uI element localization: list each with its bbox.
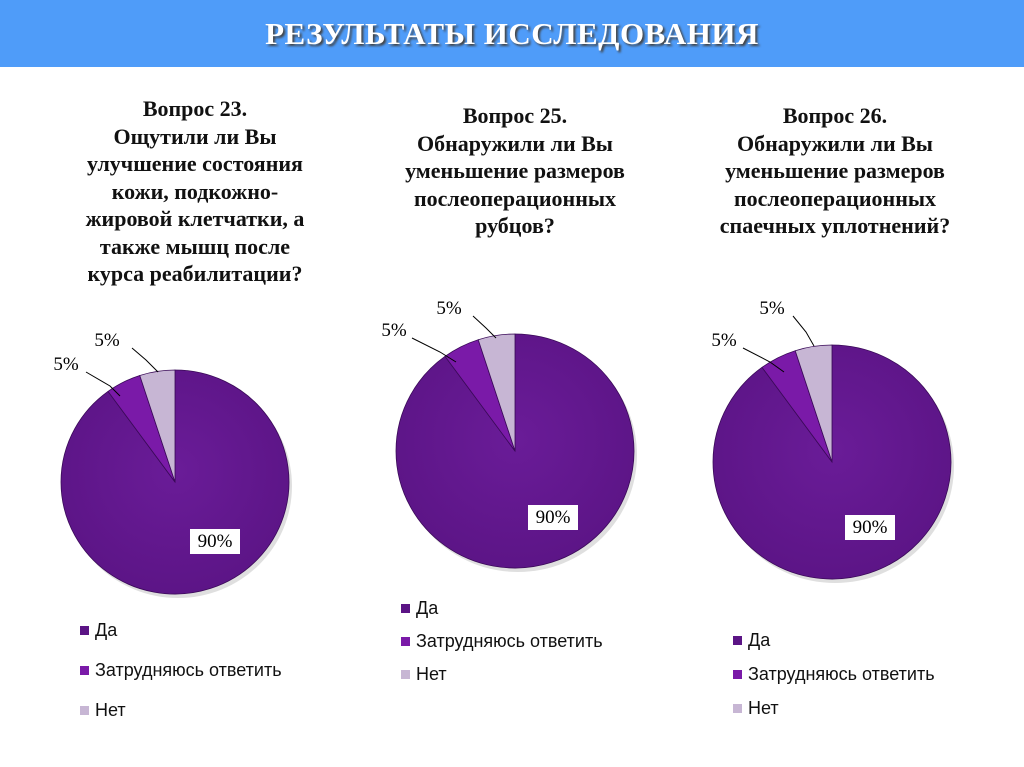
data-label-box xyxy=(845,515,895,540)
page-title: РЕЗУЛЬТАТЫ ИССЛЕДОВАНИЯ xyxy=(265,16,759,51)
legend-item: Нет xyxy=(401,664,447,685)
legend-label: Нет xyxy=(748,698,779,718)
chart-title-line: жировой клетчатки, а xyxy=(85,206,305,231)
data-label-unsure: 5% xyxy=(711,330,737,351)
leader-line-no xyxy=(472,315,497,339)
legend-item: Затрудняюсь ответить xyxy=(733,664,935,685)
legend-label: Да xyxy=(95,620,118,640)
slice-no xyxy=(794,344,833,463)
chart-title-line: также мышц после xyxy=(99,233,291,259)
legend-label: Затрудняюсь ответить xyxy=(416,631,603,651)
data-label-yes: 90% xyxy=(853,517,888,538)
data-label-no: 5% xyxy=(436,298,462,319)
legend-label: Затрудняюсь ответить xyxy=(748,664,935,684)
chart-title-line: Ощутили ли Вы xyxy=(113,123,277,149)
chart-title-line: уменьшение размеров xyxy=(725,158,945,183)
legend-swatch xyxy=(401,637,410,646)
legend-item: Нет xyxy=(80,700,126,721)
chart-title-line: Вопрос 23. xyxy=(142,96,248,121)
chart-title-line: Вопрос 26. xyxy=(782,103,888,128)
chart-title-line: послеоперационных xyxy=(413,185,617,211)
data-label-box xyxy=(190,529,240,554)
legend-swatch xyxy=(401,670,410,679)
legend-item: Затрудняюсь ответить xyxy=(80,660,282,681)
legend-swatch xyxy=(80,626,89,635)
chart-title-line: послеоперационных xyxy=(733,185,937,211)
data-label-no: 5% xyxy=(759,298,785,319)
legend-swatch xyxy=(733,704,742,713)
legend-swatch xyxy=(733,670,742,679)
legend-item: Да xyxy=(401,598,438,619)
chart-title-line: Вопрос 25. xyxy=(462,103,568,128)
legend-label: Да xyxy=(748,630,771,650)
chart-title-line: улучшение состояния xyxy=(87,151,303,176)
legend-item: Затрудняюсь ответить xyxy=(401,631,603,652)
leader-line-unsure xyxy=(742,347,785,373)
chart-title-2: Вопрос 25. Обнаружили ли Вы уменьшение раз… xyxy=(355,102,675,240)
slice-no xyxy=(477,333,516,452)
legend-item: Нет xyxy=(733,698,779,719)
leader-line-unsure xyxy=(411,337,457,363)
legend-swatch xyxy=(80,666,89,675)
data-label-unsure: 5% xyxy=(381,320,407,341)
legend-swatch xyxy=(80,706,89,715)
data-label-yes: 90% xyxy=(536,507,571,528)
legend-item: Да xyxy=(80,620,117,641)
legend-label: Да xyxy=(416,598,439,618)
legend-label: Нет xyxy=(95,700,126,720)
leader-line-no xyxy=(792,315,815,347)
chart-title-line: спаечных уплотнений? xyxy=(719,213,951,238)
chart-title-line: кожи, подкожно- xyxy=(111,178,279,204)
legend-swatch xyxy=(733,636,742,645)
chart-title-1: Вопрос 23. Ощутили ли Вы улучшение состоян… xyxy=(35,95,355,288)
chart-title-line: Обнаружили ли Вы xyxy=(737,130,933,156)
header-bar: РЕЗУЛЬТАТЫ ИССЛЕДОВАНИЯ xyxy=(0,0,1024,67)
legend-label: Затрудняюсь ответить xyxy=(95,660,282,680)
data-label-unsure: 5% xyxy=(53,354,79,375)
chart-title-3: Вопрос 26. Обнаружили ли Вы уменьшение раз… xyxy=(675,102,995,240)
data-label-yes: 90% xyxy=(198,531,233,552)
chart-title-line: рубцов? xyxy=(475,213,555,238)
chart-title-line: уменьшение размеров xyxy=(405,158,625,183)
legend-label: Нет xyxy=(416,664,447,684)
leader-line-unsure xyxy=(85,371,121,397)
legend-item: Да xyxy=(733,630,770,651)
chart-title-line: курса реабилитации? xyxy=(87,261,303,286)
data-label-no: 5% xyxy=(94,330,120,351)
chart-title-line: Обнаружили ли Вы xyxy=(417,130,613,156)
legend-swatch xyxy=(401,604,410,613)
data-label-box xyxy=(528,505,578,530)
leader-line-no xyxy=(131,347,159,373)
